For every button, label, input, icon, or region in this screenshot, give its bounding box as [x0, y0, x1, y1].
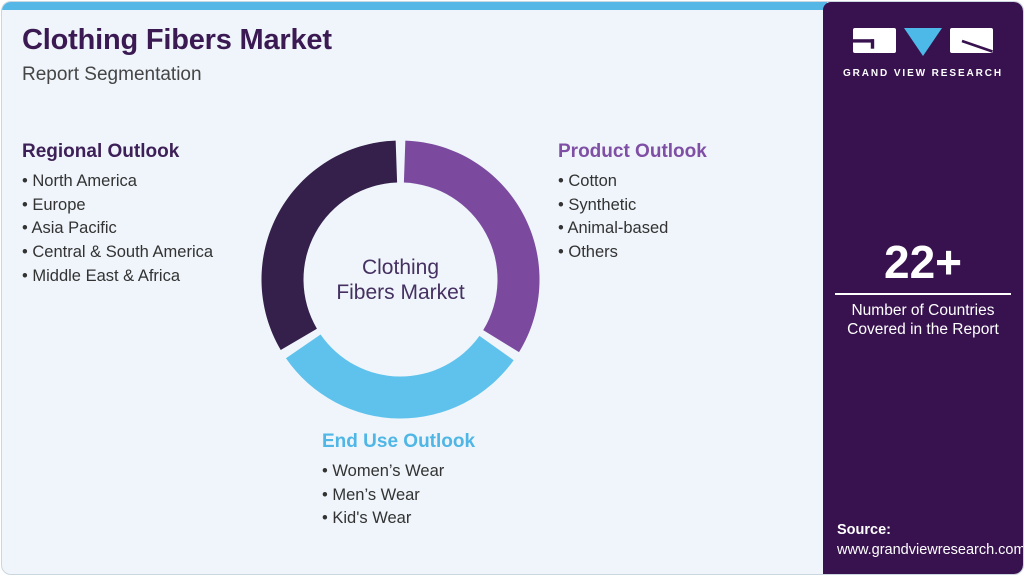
- regional-outlook-heading: Regional Outlook: [22, 141, 180, 162]
- stat-caption: Number of Countries Covered in the Repor…: [823, 302, 1023, 339]
- stat-caption-line2: Covered in the Report: [847, 320, 999, 338]
- page-title: Clothing Fibers Market: [22, 24, 332, 56]
- donut-segment-product-outlook: [403, 140, 540, 353]
- product-outlook-list: Cotton Synthetic Animal-based Others: [558, 170, 707, 265]
- stat-value: 22+: [883, 236, 963, 288]
- end-use-outlook-heading: End Use Outlook: [322, 431, 476, 452]
- source: Source: www.grandviewresearch.com: [837, 522, 1024, 558]
- list-item: Synthetic: [558, 194, 707, 218]
- product-outlook-heading: Product Outlook: [558, 141, 707, 162]
- top-accent-bar: [2, 2, 827, 10]
- list-item: Kid's Wear: [322, 507, 475, 531]
- list-item: Men’s Wear: [322, 484, 475, 508]
- list-item: Central & South America: [22, 241, 213, 265]
- list-item: Asia Pacific: [22, 217, 213, 241]
- donut-chart: Clothing Fibers Market: [260, 139, 541, 420]
- countries-stat: 22+ Number of Countries Covered in the R…: [823, 239, 1023, 339]
- source-label: Source:: [837, 522, 891, 538]
- list-item: Europe: [22, 194, 213, 218]
- donut-chart-svg: [261, 140, 540, 419]
- list-item: Animal-based: [558, 217, 707, 241]
- donut-segment-end-use-outlook: [285, 334, 514, 419]
- stat-caption-line1: Number of Countries: [851, 302, 995, 319]
- page-subtitle: Report Segmentation: [22, 64, 202, 85]
- end-use-outlook-list: Women’s Wear Men’s Wear Kid's Wear: [322, 460, 475, 531]
- gvr-logo-icon: [853, 28, 993, 56]
- regional-outlook-list: North America Europe Asia Pacific Centra…: [22, 170, 213, 289]
- brand-name: GRAND VIEW RESEARCH: [843, 68, 1003, 79]
- donut-center-line2: Fibers Market: [336, 280, 465, 304]
- donut-center-label: Clothing Fibers Market: [291, 255, 511, 305]
- source-url: www.grandviewresearch.com: [837, 542, 1024, 558]
- donut-segment-regional-outlook: [261, 140, 398, 351]
- header: Clothing Fibers Market Report Segmentati…: [22, 24, 332, 86]
- regional-outlook-section: Regional Outlook North America Europe As…: [22, 141, 213, 289]
- list-item: Others: [558, 241, 707, 265]
- stat-divider: [835, 293, 1011, 295]
- gvr-logo: GRAND VIEW RESEARCH: [823, 28, 1023, 79]
- sidebar: GRAND VIEW RESEARCH 22+ Number of Countr…: [823, 2, 1023, 574]
- donut-center-line1: Clothing: [361, 255, 440, 279]
- list-item: Cotton: [558, 170, 707, 194]
- list-item: Middle East & Africa: [22, 265, 213, 289]
- product-outlook-section: Product Outlook Cotton Synthetic Animal-…: [558, 141, 707, 265]
- list-item: North America: [22, 170, 213, 194]
- list-item: Women’s Wear: [322, 460, 475, 484]
- end-use-outlook-section: End Use Outlook Women’s Wear Men’s Wear …: [322, 431, 475, 531]
